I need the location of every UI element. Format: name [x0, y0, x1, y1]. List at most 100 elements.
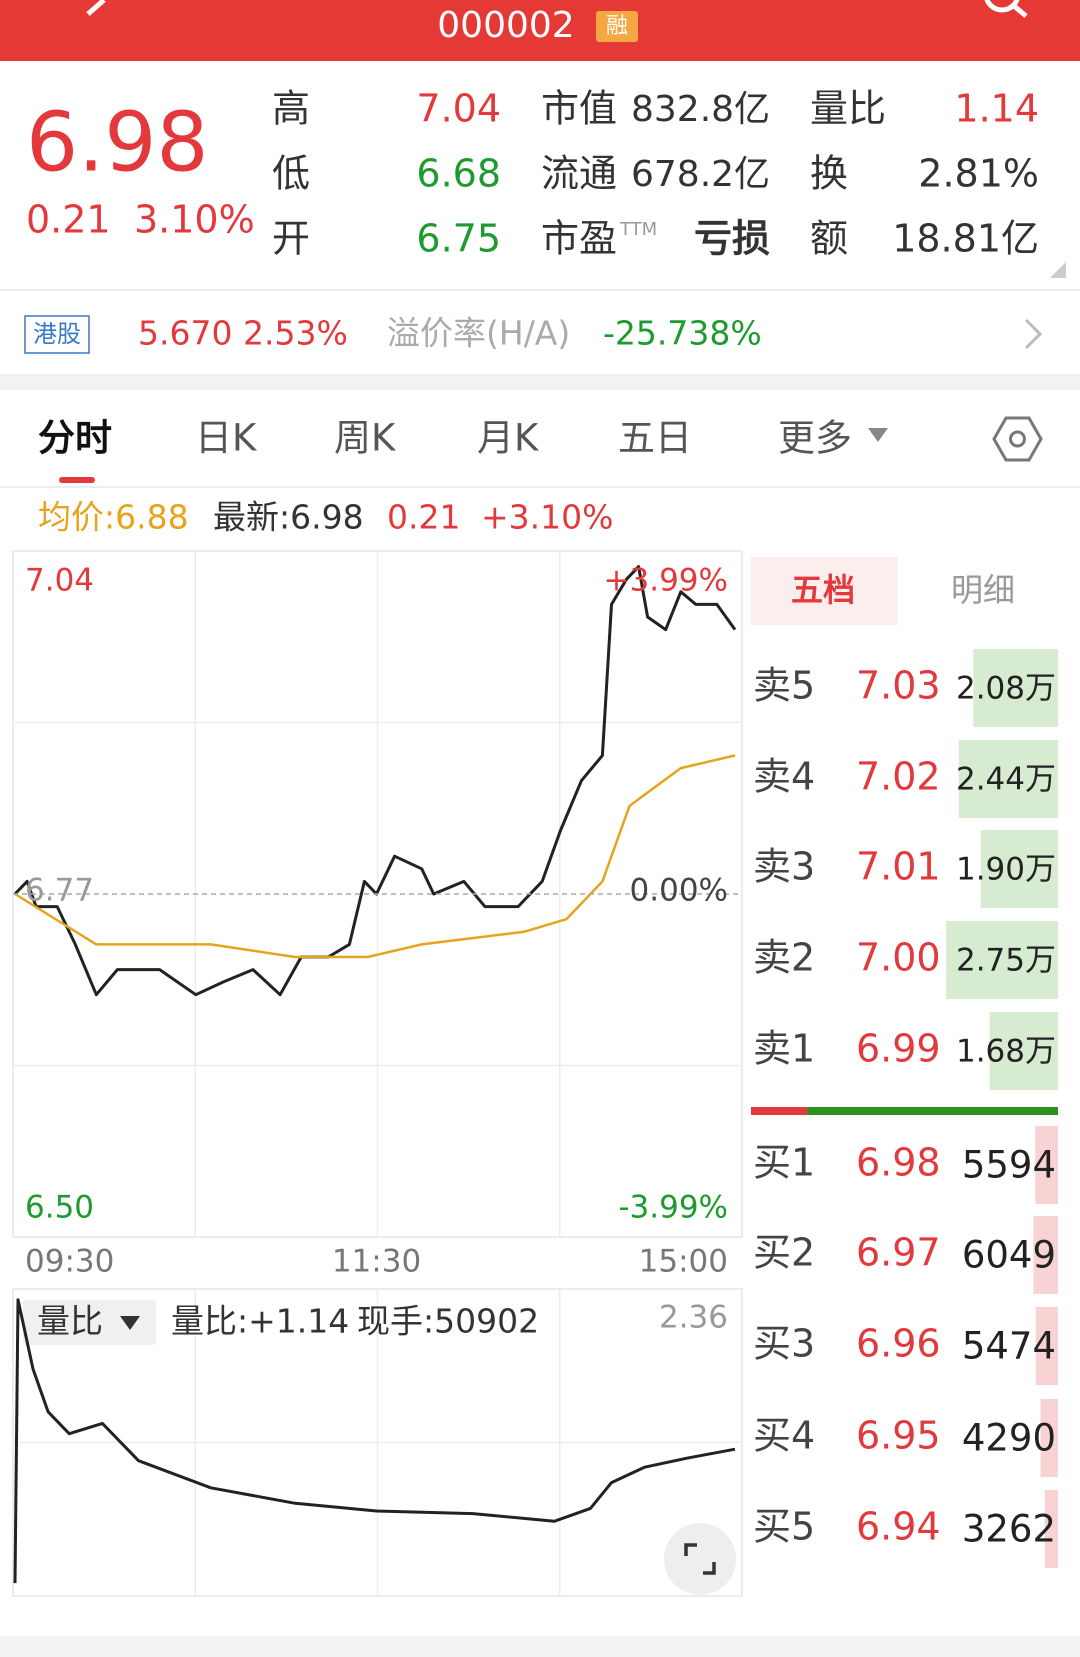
margin-badge: 融 [606, 14, 628, 39]
level-volume: 2.75万 [956, 943, 1056, 979]
stat-label: 高 [272, 87, 310, 131]
stat-value: 2.81% [918, 152, 1039, 196]
series-line [13, 565, 737, 997]
section-gap [0, 374, 1080, 390]
stat-label: 流通 [541, 152, 617, 196]
stock-code: 000002 [437, 5, 574, 46]
level-volume: 1.68万 [956, 1034, 1056, 1070]
stat-value: 18.81亿 [892, 217, 1039, 261]
tab[interactable]: 月K [477, 417, 540, 460]
level-label: 买1 [753, 1141, 815, 1185]
series-line [14, 754, 736, 959]
stat-value: 678.2亿 [631, 154, 770, 195]
tab-underline [59, 477, 95, 483]
level-volume: 5594 [962, 1144, 1056, 1187]
level-label: 买3 [753, 1322, 815, 1366]
level-volume: 6049 [962, 1234, 1056, 1277]
y-tick-label: 6.50 [25, 1190, 94, 1226]
y2-tick-label: 0.00% [630, 873, 728, 909]
avg-price: 均价:6.88 [38, 498, 189, 537]
premium-label: 溢价率(H/A) [387, 314, 570, 353]
volume-bar [989, 1012, 1058, 1090]
level-price: 6.95 [856, 1414, 941, 1458]
last-price: 6.98 [26, 95, 209, 190]
stat-label: 市盈 [541, 217, 617, 261]
order-tab-active-bg [751, 557, 898, 625]
latest-price: 最新:6.98 [213, 498, 364, 537]
settings-dot [1009, 430, 1026, 448]
tab[interactable]: 周K [334, 417, 397, 460]
stat-value: 832.8亿 [631, 89, 770, 130]
stat-label: 额 [810, 217, 848, 261]
expand-corner[interactable] [1050, 262, 1066, 278]
latest-change-pct: +3.10% [481, 498, 613, 537]
stat-value: 6.75 [416, 217, 501, 261]
premium-value: -25.738% [603, 314, 762, 353]
hk-change: 2.53% [243, 314, 348, 353]
level-price: 6.94 [856, 1505, 941, 1549]
indicator-selector-label: 量比 [37, 1302, 103, 1341]
tab[interactable]: 更多 [778, 417, 852, 460]
level-volume: 2.44万 [956, 762, 1056, 798]
indicator-selector[interactable] [23, 1300, 156, 1345]
level-price: 7.03 [856, 664, 941, 708]
settings-button[interactable] [992, 416, 1043, 462]
y-tick-label: 6.77 [25, 873, 94, 909]
tab[interactable]: 分时 [38, 417, 112, 460]
volume-bar [973, 649, 1058, 727]
bottom-band [0, 1636, 1080, 1657]
tab-bar: 分时 日K 周K 月K 五日 更多 [38, 417, 852, 460]
y-tick-label: 2.36 [659, 1300, 728, 1336]
price-change: 0.21 [26, 198, 111, 242]
level-label: 卖1 [753, 1027, 815, 1071]
hk-tag: 港股 [33, 320, 81, 348]
stat-label: 开 [272, 217, 310, 261]
search-handle [1012, 4, 1028, 18]
tab[interactable]: 日K [195, 417, 258, 460]
volume-bar [1033, 1216, 1058, 1294]
level-price: 6.97 [856, 1231, 941, 1275]
stat-value: 亏损 [694, 217, 770, 261]
level-label: 卖4 [753, 755, 815, 799]
stat-label: 市值 [541, 87, 617, 131]
level-label: 卖3 [753, 845, 815, 889]
indicator-value: 现手:50902 [357, 1302, 539, 1341]
y2-tick-label: +3.99% [604, 563, 728, 599]
back-button[interactable] [86, 0, 106, 16]
order-tab[interactable]: 五档 [791, 571, 855, 609]
order-tab[interactable]: 明细 [951, 571, 1015, 609]
level-label: 买4 [753, 1414, 815, 1458]
level-volume: 3262 [962, 1508, 1056, 1551]
header-bar [0, 0, 1080, 61]
volume-bar [958, 740, 1058, 818]
stat-label: 低 [272, 152, 310, 196]
level-price: 6.96 [856, 1322, 941, 1366]
stat-value: 7.04 [416, 87, 501, 131]
more-arrow [868, 428, 888, 442]
price-change-pct: 3.10% [134, 198, 255, 242]
level-label: 买2 [753, 1231, 815, 1275]
level-volume: 2.08万 [956, 671, 1056, 707]
level-price: 7.02 [856, 755, 941, 799]
volume-bar [1035, 1126, 1058, 1204]
ratio-bar-buy [751, 1107, 807, 1115]
stat-sup: TTM [619, 219, 657, 240]
x-tick-label: 15:00 [639, 1244, 728, 1280]
y-tick-label: 7.04 [25, 563, 94, 599]
search-button[interactable] [984, 0, 1020, 13]
fullscreen-button[interactable] [664, 1523, 736, 1595]
hk-tag-box [24, 315, 90, 354]
level-price: 7.01 [856, 845, 941, 889]
hk-chevron[interactable] [1024, 318, 1043, 350]
volume-bar [946, 921, 1058, 999]
margin-badge-bg [596, 11, 638, 42]
volume-bar [1035, 1307, 1058, 1385]
level-label: 卖5 [753, 664, 815, 708]
volume-bar [1040, 1399, 1058, 1477]
tab[interactable]: 五日 [618, 417, 692, 460]
fullscreen-icon [684, 1543, 716, 1575]
volume-bar [1044, 1490, 1058, 1568]
level-price: 6.99 [856, 1027, 941, 1071]
